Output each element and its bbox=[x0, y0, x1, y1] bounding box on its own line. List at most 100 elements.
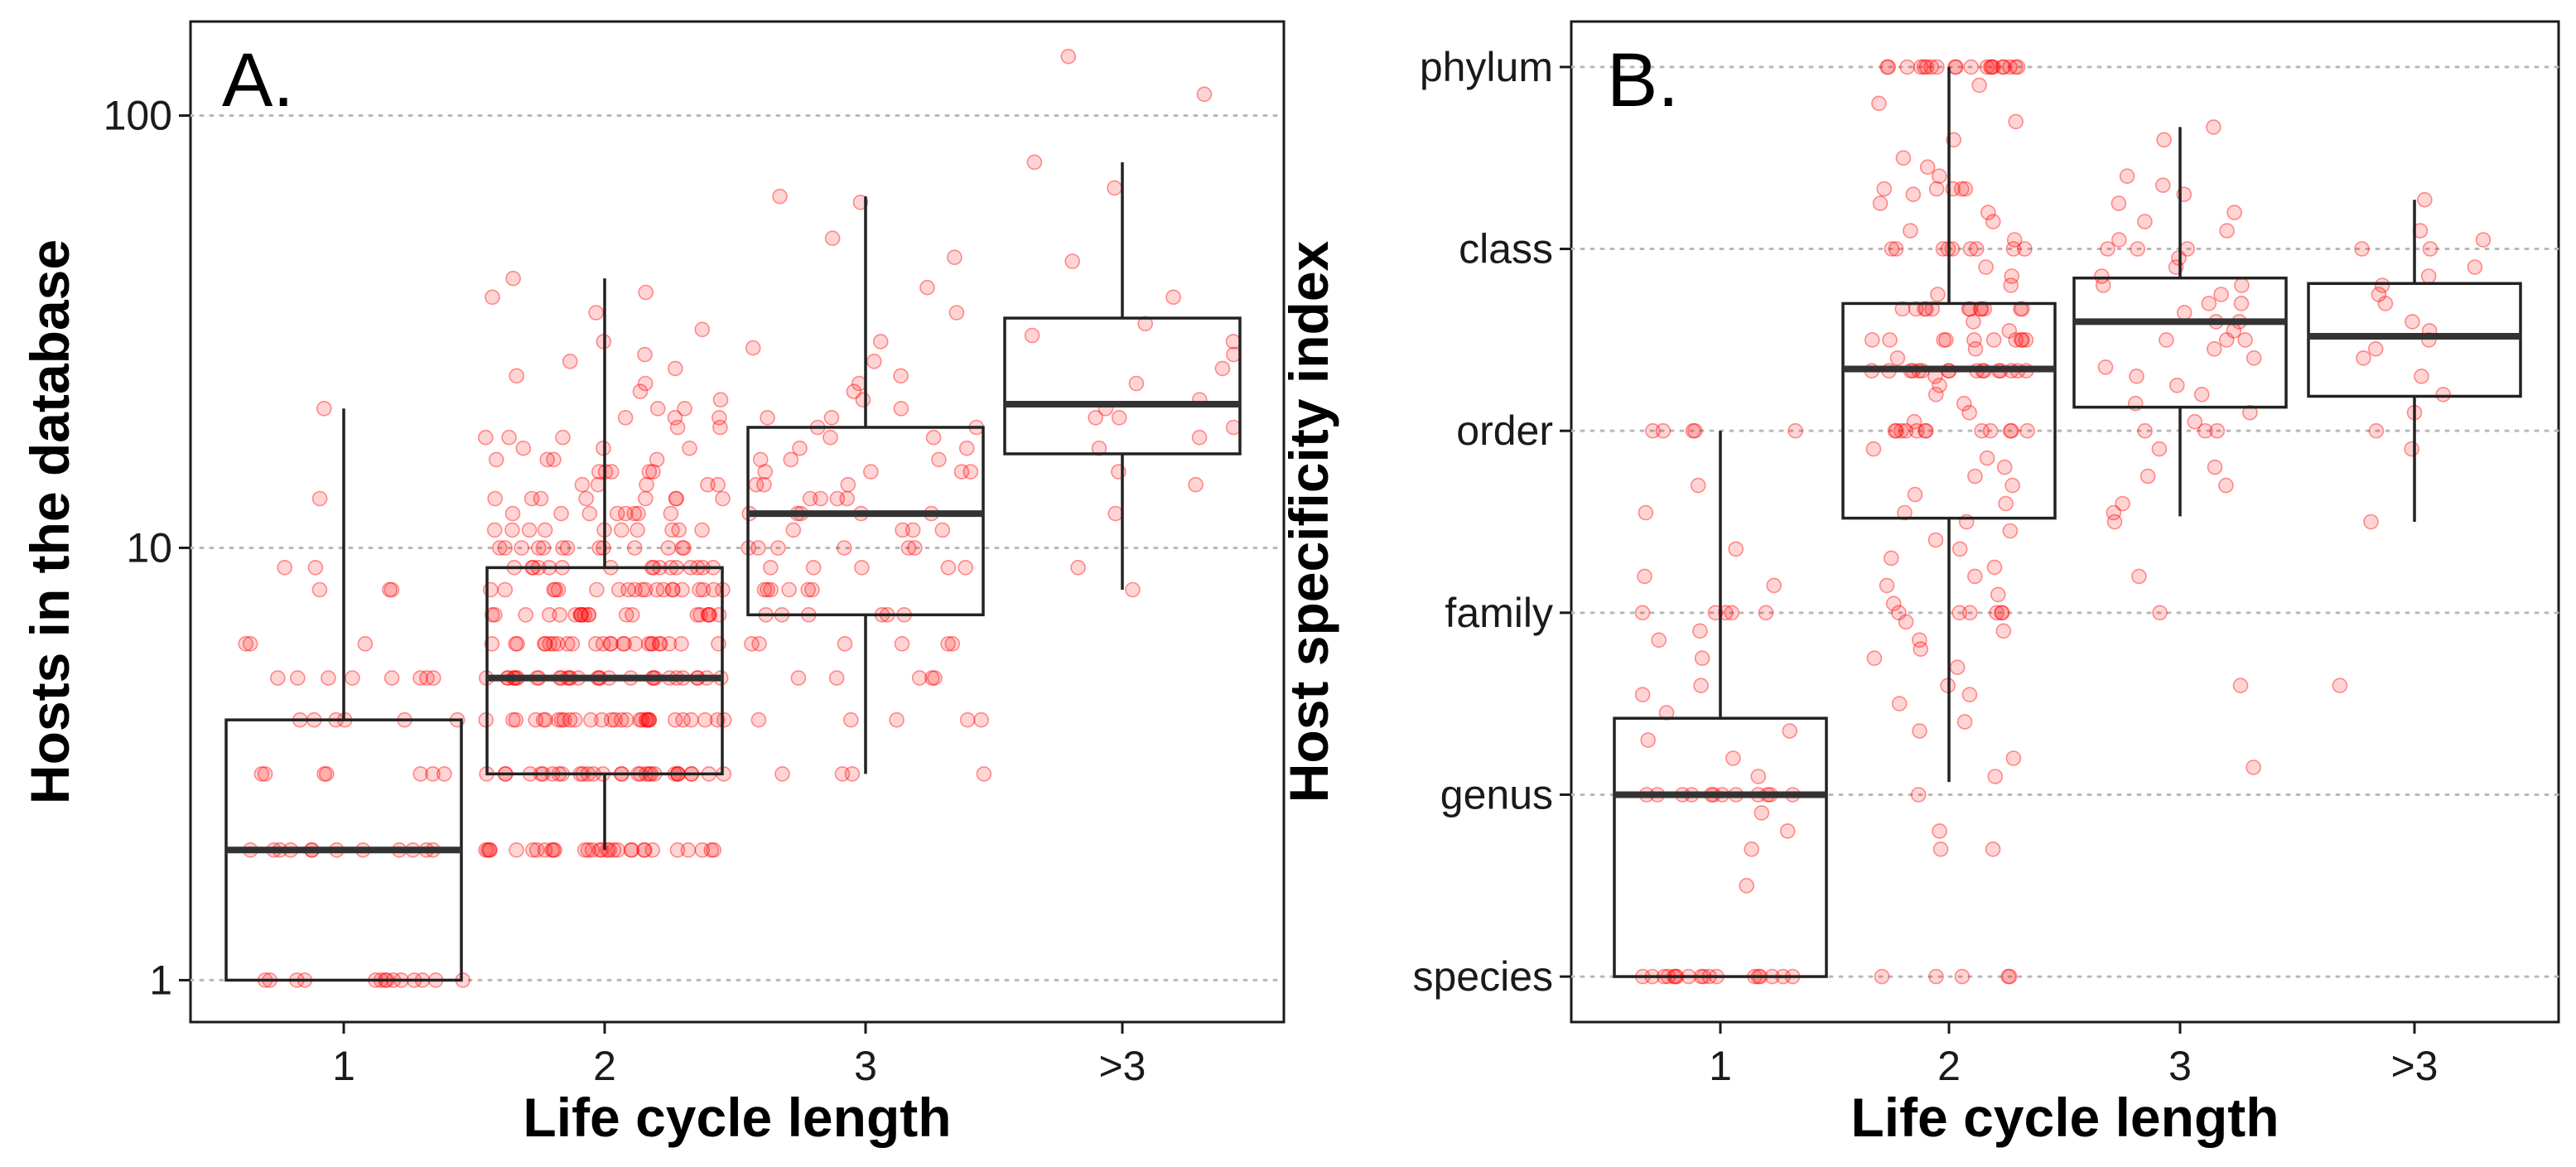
data-point bbox=[640, 635, 657, 652]
data-point bbox=[617, 505, 634, 522]
data-point bbox=[574, 476, 591, 493]
data-point bbox=[576, 842, 593, 858]
data-point bbox=[1889, 350, 1906, 366]
data-point bbox=[2176, 305, 2192, 321]
data-point bbox=[384, 581, 400, 598]
data-point bbox=[669, 419, 686, 436]
data-point bbox=[695, 581, 712, 598]
data-point bbox=[1995, 59, 2012, 75]
data-point bbox=[756, 476, 772, 493]
data-point bbox=[1125, 581, 1141, 598]
data-point bbox=[1905, 186, 1922, 202]
data-point bbox=[824, 230, 841, 247]
data-point bbox=[618, 606, 634, 623]
data-point bbox=[2219, 223, 2235, 239]
data-point bbox=[1638, 504, 1654, 521]
data-point bbox=[550, 581, 567, 598]
data-point bbox=[716, 711, 732, 728]
data-point bbox=[1963, 59, 1979, 75]
data-point bbox=[676, 540, 692, 556]
x-tick-label: 3 bbox=[854, 1043, 877, 1089]
data-point bbox=[539, 451, 556, 468]
data-point bbox=[2008, 332, 2024, 348]
data-point bbox=[927, 670, 943, 686]
data-point bbox=[509, 368, 525, 384]
data-point bbox=[591, 540, 608, 556]
data-point bbox=[2100, 241, 2115, 257]
data-point bbox=[2414, 368, 2429, 384]
data-point bbox=[1897, 504, 1913, 521]
data-point bbox=[545, 635, 562, 652]
data-point bbox=[514, 540, 530, 556]
data-point bbox=[505, 270, 521, 287]
data-point bbox=[1951, 541, 1968, 557]
data-point bbox=[1651, 632, 1667, 649]
data-point bbox=[632, 711, 648, 728]
data-point bbox=[2139, 468, 2156, 485]
data-point bbox=[2005, 241, 2022, 257]
data-point bbox=[2008, 59, 2024, 75]
data-point bbox=[584, 842, 601, 858]
data-point bbox=[958, 559, 973, 576]
data-point bbox=[644, 635, 659, 652]
data-point bbox=[750, 711, 767, 728]
box-iqr bbox=[2072, 276, 2288, 409]
data-point bbox=[907, 540, 923, 556]
data-point bbox=[668, 490, 685, 507]
data-point bbox=[562, 353, 578, 369]
data-point bbox=[567, 606, 584, 623]
data-point bbox=[528, 711, 544, 728]
data-point bbox=[509, 635, 525, 652]
data-point bbox=[836, 540, 852, 556]
data-point bbox=[242, 635, 258, 652]
data-point bbox=[640, 711, 657, 728]
data-point bbox=[603, 635, 619, 652]
data-point bbox=[535, 540, 552, 556]
data-point bbox=[2201, 296, 2217, 311]
data-point bbox=[1957, 181, 1974, 197]
data-point bbox=[852, 195, 869, 210]
data-point bbox=[2467, 259, 2483, 275]
panel-a-x-axis: 1 2 3 >3 bbox=[332, 1022, 1146, 1089]
data-point bbox=[802, 490, 818, 507]
data-point bbox=[1214, 360, 1231, 377]
data-point bbox=[637, 375, 654, 392]
panel-a-plot-area bbox=[189, 20, 1286, 1024]
data-point bbox=[783, 451, 799, 468]
data-point bbox=[1728, 541, 1744, 557]
data-point bbox=[1658, 705, 1675, 721]
data-point bbox=[823, 409, 840, 426]
data-point bbox=[757, 464, 774, 480]
data-point bbox=[1908, 422, 1925, 439]
data-point bbox=[412, 670, 428, 686]
data-point bbox=[675, 711, 691, 728]
data-point bbox=[683, 711, 699, 728]
data-point bbox=[497, 581, 514, 598]
data-point bbox=[1070, 559, 1086, 576]
data-point bbox=[1893, 422, 1909, 439]
data-point bbox=[491, 540, 508, 556]
data-point bbox=[700, 606, 716, 623]
data-point bbox=[478, 842, 494, 858]
data-point bbox=[345, 670, 360, 686]
data-point bbox=[895, 522, 910, 538]
data-point bbox=[637, 346, 653, 363]
panel-b-plot-area bbox=[1570, 20, 2560, 1024]
data-point bbox=[1956, 714, 1973, 730]
panel-b-boxplots bbox=[1613, 66, 2522, 978]
data-point bbox=[544, 842, 560, 858]
data-point bbox=[617, 409, 634, 426]
data-point bbox=[1985, 214, 2001, 229]
data-point bbox=[2111, 232, 2127, 248]
panel-b-y-axis: species genus family order class phylum bbox=[1412, 44, 1571, 1000]
data-point bbox=[637, 842, 653, 858]
data-point bbox=[550, 635, 566, 652]
data-point bbox=[620, 581, 636, 598]
data-point bbox=[357, 635, 374, 652]
data-point bbox=[2002, 59, 2018, 75]
data-point bbox=[854, 559, 870, 576]
data-point bbox=[2002, 422, 2019, 439]
data-point bbox=[1984, 59, 2000, 75]
data-point bbox=[839, 490, 856, 507]
data-point bbox=[1990, 586, 2006, 603]
